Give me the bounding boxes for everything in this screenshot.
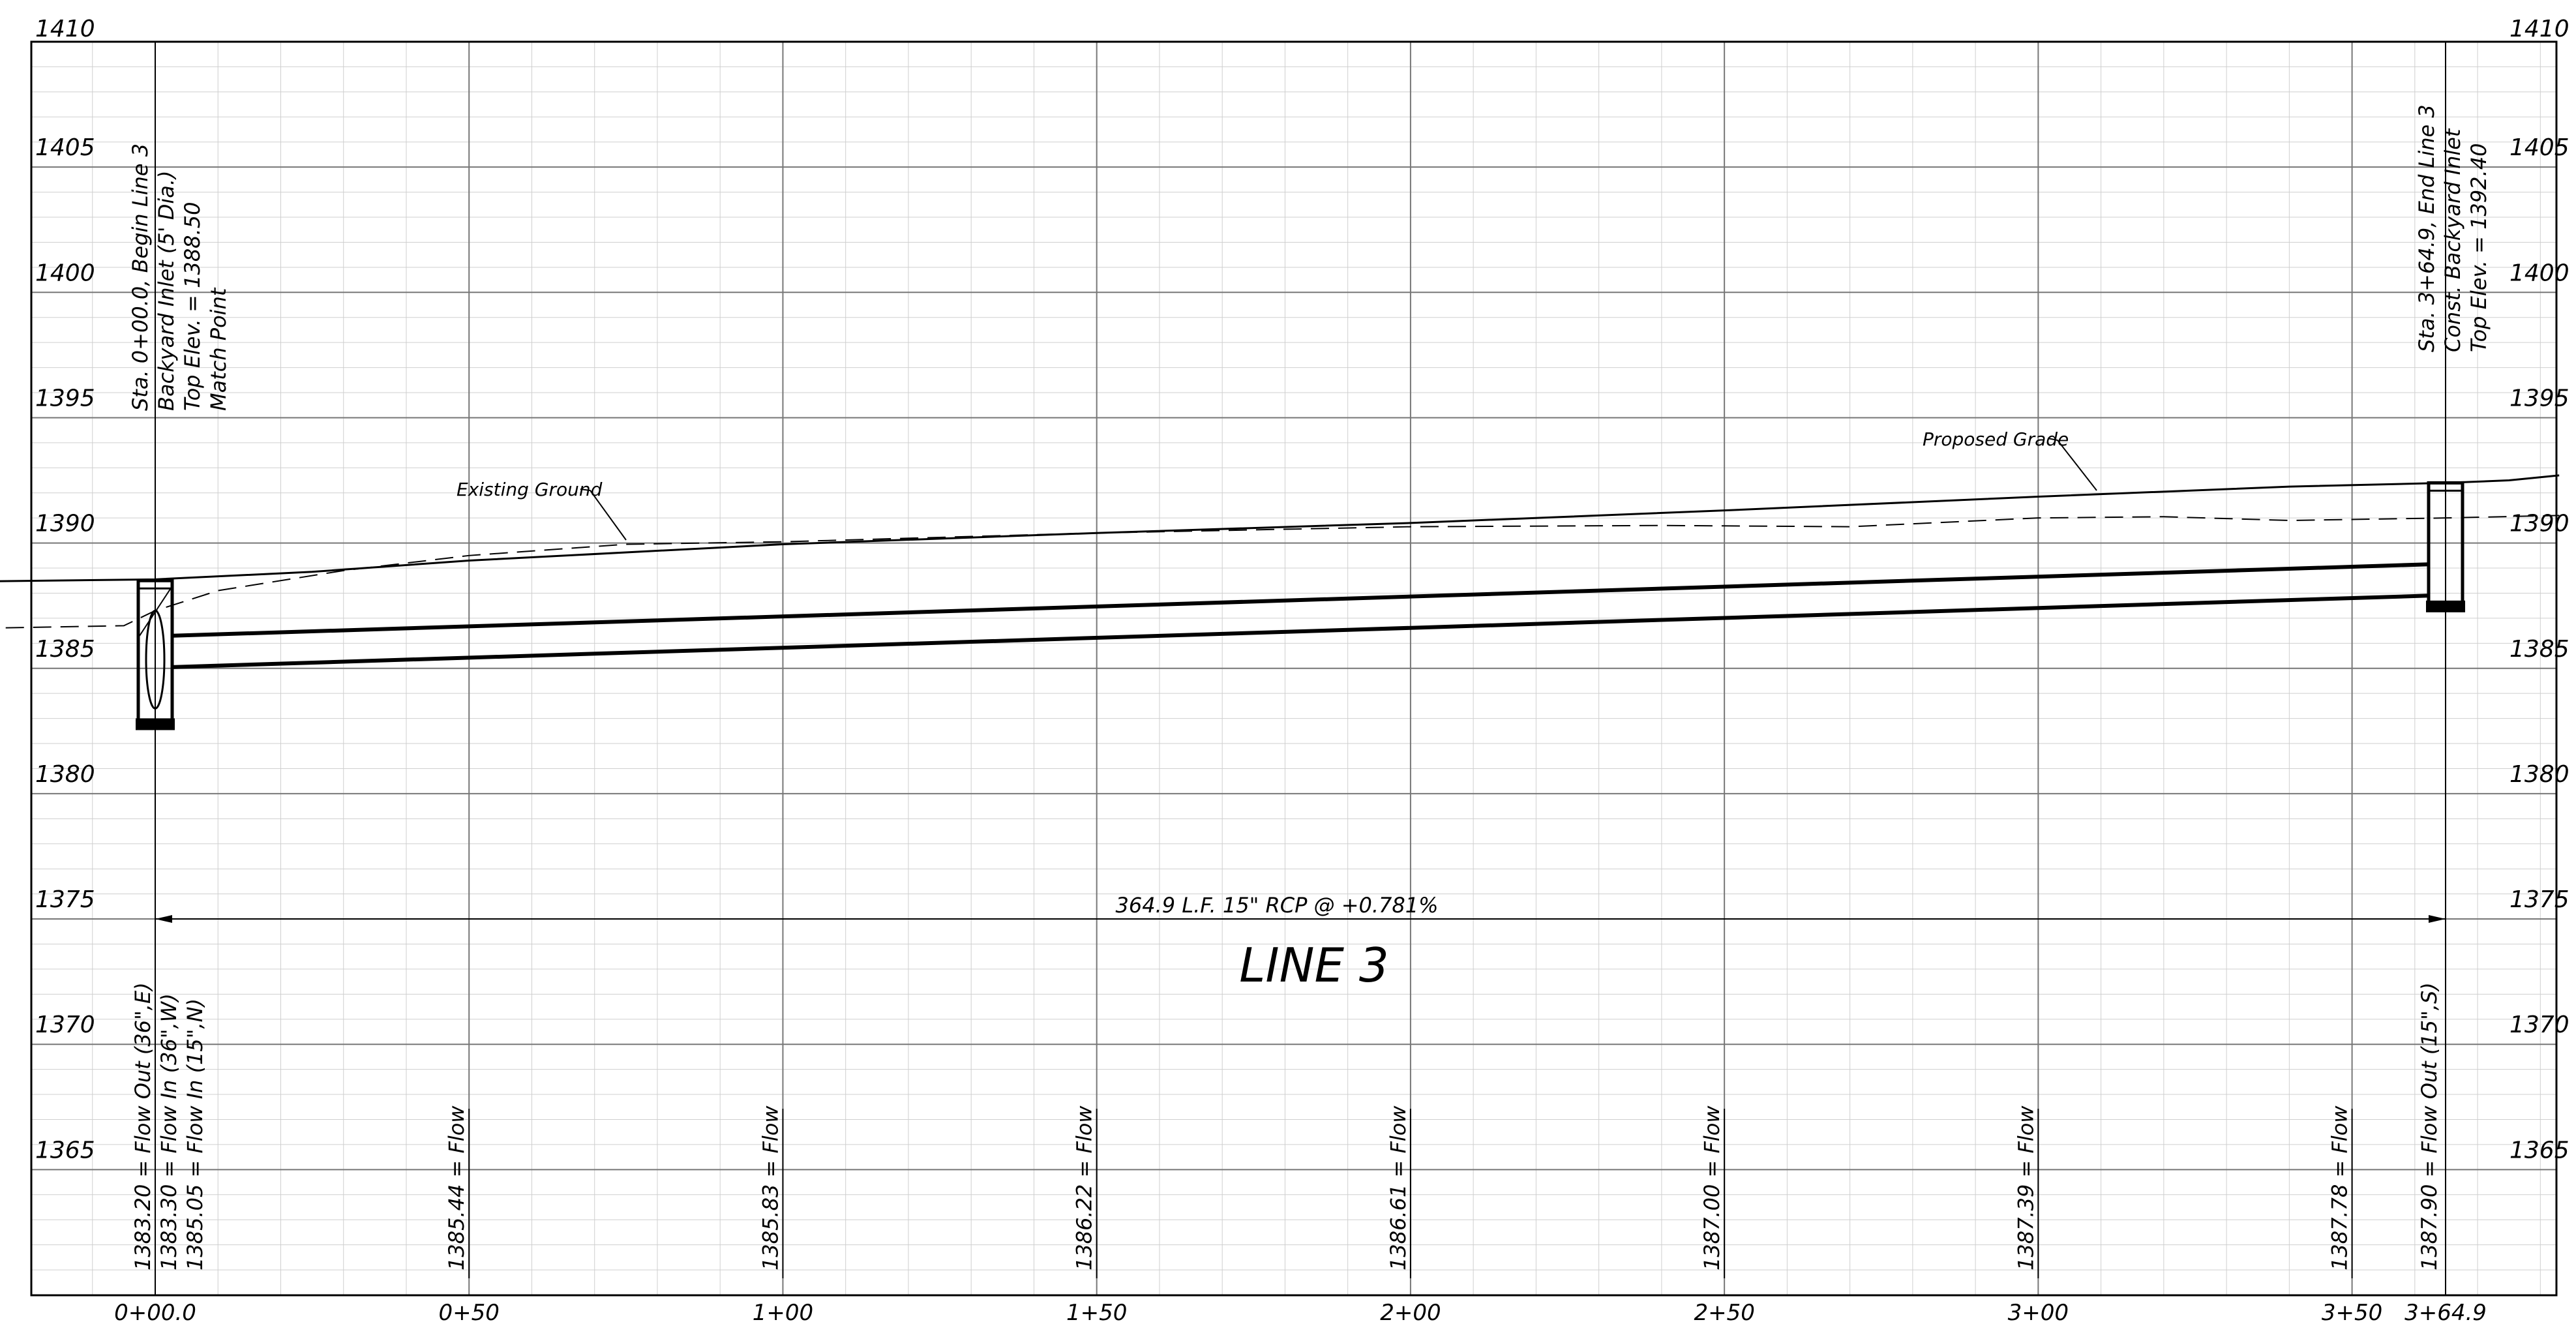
elevation-label-left: 1390 [35, 511, 95, 537]
begin-flow-notes: 1383.20 = Flow Out (36",E) 1383.30 = Flow… [130, 982, 207, 1270]
elevation-label-left: 1380 [35, 761, 95, 788]
elevation-label-right: 1395 [2509, 385, 2569, 412]
begin-note-line: Backyard Inlet (5' Dia.) [154, 171, 179, 412]
dimension-arrow-left [155, 915, 172, 924]
elevation-label-left: 1395 [35, 385, 95, 412]
end-structure-notes: Sta. 3+64.9, End Line 3 Const. Backyard I… [2414, 104, 2491, 352]
flow-label: 1387.00 = Flow [1700, 1105, 1724, 1270]
begin-structure-diagonal [139, 588, 172, 637]
flow-label: 1385.83 = Flow [758, 1105, 783, 1270]
elevation-label-left: 1375 [35, 886, 95, 913]
elevation-label-right: 1400 [2509, 260, 2569, 286]
begin-note-line: Top Elev. = 1388.50 [180, 202, 205, 411]
begin-flow-note-line: 1383.20 = Flow Out (36",E) [130, 982, 155, 1270]
begin-note-line: Sta. 0+00.0, Begin Line 3 [128, 143, 153, 411]
end-flow-note-line: 1387.90 = Flow Out (15",S) [2417, 982, 2442, 1270]
begin-flow-note-line: 1385.05 = Flow In (15",N) [183, 999, 207, 1270]
flow-label: 1386.61 = Flow [1386, 1105, 1411, 1270]
elevation-label-left: 1405 [35, 134, 95, 161]
pipe-crown-line [172, 562, 2429, 638]
proposed-grade-line [0, 474, 2560, 582]
station-label: 0+00.0 [114, 1300, 196, 1326]
begin-flow-note-line: 1383.30 = Flow In (36",W) [157, 993, 181, 1270]
structures [136, 42, 2465, 1295]
elevation-label-left: 1365 [35, 1137, 95, 1164]
existing-ground-label: Existing Ground [457, 479, 603, 500]
pipe [172, 562, 2429, 669]
flow-label: 1387.78 = Flow [2328, 1105, 2352, 1270]
elevation-label-right: 1405 [2509, 134, 2569, 161]
end-note-line: Const. Backyard Inlet [2440, 128, 2465, 352]
station-labels: 0+00.0 0+50 1+00 1+50 2+00 2+50 3+00 3+50 3+64.9 [114, 1300, 2487, 1326]
station-label: 2+50 [1694, 1300, 1754, 1326]
station-label: 3+64.9 [2404, 1300, 2487, 1326]
station-label: 1+50 [1066, 1300, 1127, 1326]
elevation-label-right: 1390 [2509, 511, 2569, 537]
elevation-label-right: 1365 [2509, 1137, 2569, 1164]
flow-label: 1385.44 = Flow [444, 1105, 469, 1270]
flow-label: 1387.39 = Flow [2013, 1105, 2038, 1270]
pipe-length-dimension: 364.9 L.F. 15" RCP @ +0.781% [155, 893, 2446, 924]
elevation-label-right: 1375 [2509, 886, 2569, 913]
flow-label: 1386.22 = Flow [1072, 1105, 1097, 1270]
dimension-arrow-right [2429, 915, 2446, 924]
elevation-label-right: 1370 [2509, 1012, 2569, 1038]
station-label: 3+00 [2008, 1300, 2069, 1326]
end-structure-base [2426, 600, 2465, 612]
station-label: 2+00 [1380, 1300, 1441, 1326]
elevation-label-left: 1400 [35, 260, 95, 286]
major-grid [31, 41, 2556, 1296]
elevation-label-left: 1370 [35, 1012, 95, 1038]
proposed-grade-leader [2047, 438, 2097, 491]
existing-ground-leader [580, 488, 627, 541]
proposed-grade-label: Proposed Grade [1923, 428, 2069, 450]
station-label: 3+50 [2322, 1300, 2382, 1326]
elevation-label-left: 1385 [35, 636, 95, 663]
elevation-label-right: 1380 [2509, 761, 2569, 788]
end-note-line: Sta. 3+64.9, End Line 3 [2414, 104, 2439, 352]
end-note-line: Top Elev. = 1392.40 [2466, 143, 2491, 352]
begin-structure-notes: Sta. 0+00.0, Begin Line 3 Backyard Inlet … [128, 143, 231, 411]
begin-structure-base [136, 718, 175, 730]
elevation-labels: 1410 1410 1405 1405 1400 1400 1395 1395 1390 1390… [35, 16, 2569, 1164]
callouts: Existing Ground Proposed Grade [457, 428, 2097, 541]
elevation-label-left: 1410 [35, 16, 95, 42]
begin-structure-lid [137, 579, 173, 590]
elevation-label-right: 1410 [2509, 16, 2569, 42]
begin-note-line: Match Point [206, 287, 231, 411]
pipe-label: 364.9 L.F. 15" RCP @ +0.781% [1115, 893, 1438, 918]
pipe-invert-line [172, 593, 2429, 669]
end-flow-notes: 1387.90 = Flow Out (15",S) [2417, 982, 2442, 1270]
flow-labels: 1385.44 = Flow 1385.83 = Flow 1386.22 = Fl… [444, 1105, 2353, 1278]
elevation-label-right: 1385 [2509, 636, 2569, 663]
station-label: 0+50 [439, 1300, 500, 1326]
sheet-title: LINE 3 [1239, 938, 1388, 993]
station-label: 1+00 [753, 1300, 813, 1326]
